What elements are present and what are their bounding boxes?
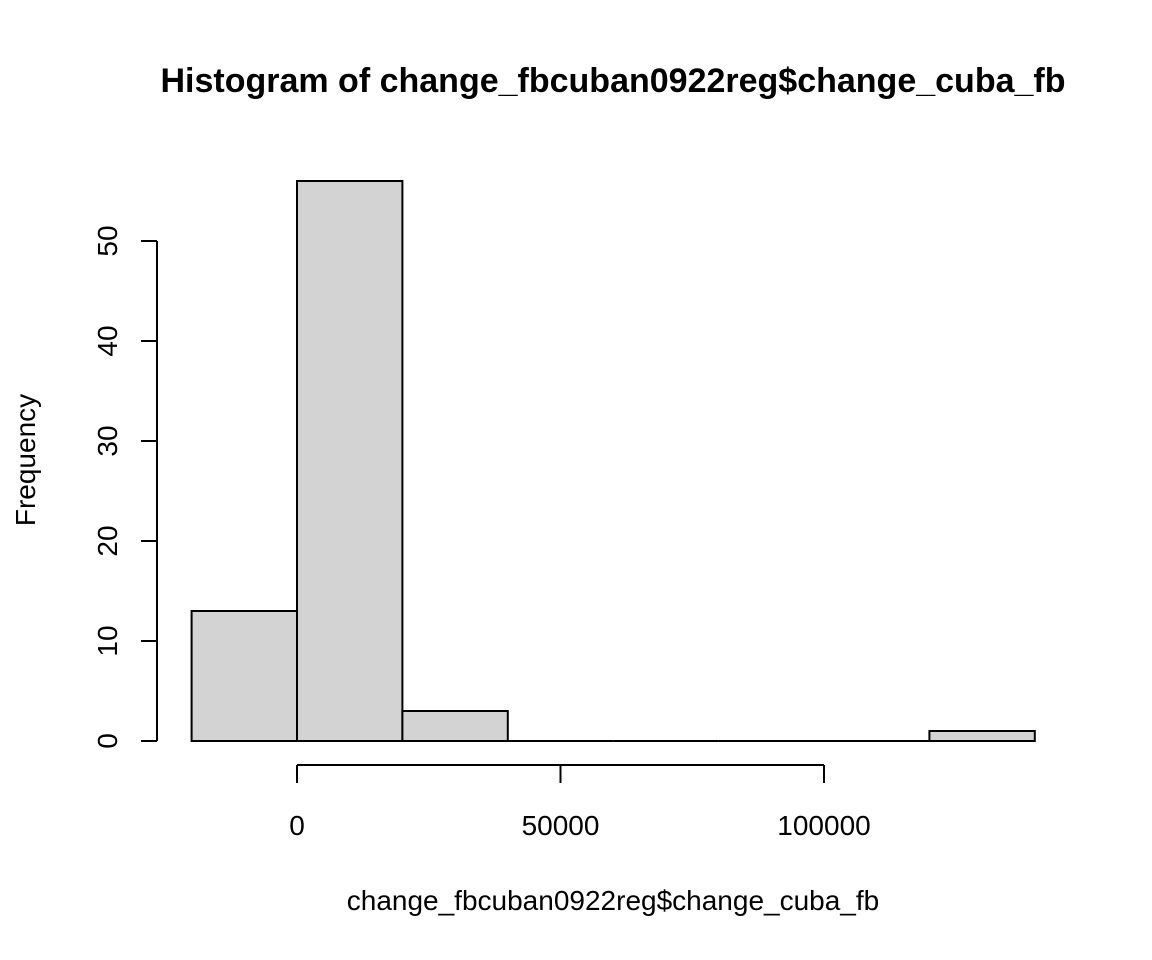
histogram-bar-0 [190,610,299,742]
histogram-bar-7 [928,730,1036,742]
y-tick-label-3: 30 [92,425,123,456]
bars-group [190,180,1036,742]
y-tick-label-4: 40 [92,325,123,356]
y-tick-label-0: 0 [92,733,123,749]
x-axis-label: change_fbcuban0922reg$change_cuba_fb [347,885,879,916]
x-tick-label-0: 0 [289,810,305,841]
x-axis: 0 50000 100000 [289,764,871,841]
x-tick-label-2: 100000 [777,810,870,841]
x-tick-label-1: 50000 [522,810,600,841]
y-axis-label: Frequency [10,394,41,526]
y-axis: 0 10 20 30 40 50 [92,225,158,749]
y-tick-label-5: 50 [92,225,123,256]
y-tick-label-2: 20 [92,525,123,556]
histogram-bar-2 [401,710,509,742]
chart-title: Histogram of change_fbcuban0922reg$chang… [160,62,1065,100]
y-tick-label-1: 10 [92,625,123,656]
histogram-bar-1 [296,180,404,742]
